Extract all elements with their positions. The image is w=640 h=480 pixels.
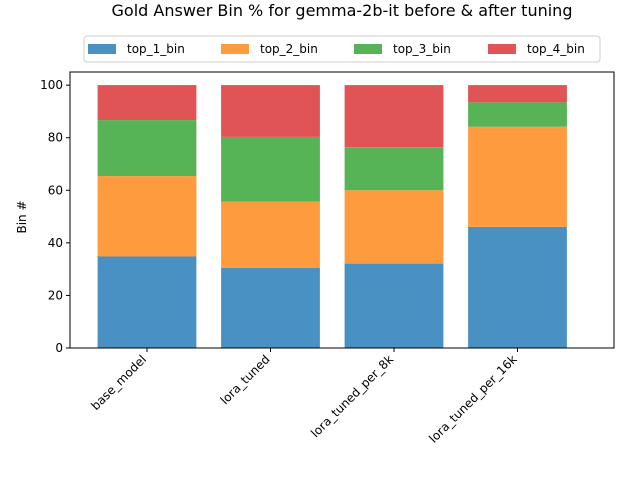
chart-title: Gold Answer Bin % for gemma-2b-it before…	[112, 1, 573, 20]
bar-top_3_bin-lora_tuned	[221, 136, 320, 202]
bar-top_2_bin-lora_tuned_per_16k	[468, 126, 567, 227]
bar-top_2_bin-lora_tuned_per_8k	[344, 190, 444, 264]
x-tick-label: lora_tuned_per_16k	[426, 352, 519, 445]
bar-top_2_bin-lora_tuned	[221, 201, 320, 268]
y-axis-label: Bin #	[15, 200, 29, 233]
legend-label: top_4_bin	[527, 42, 585, 56]
legend-swatch	[221, 44, 249, 54]
y-axis: 0 20 40 60 80 100	[40, 78, 70, 355]
bar-top_1_bin-base_model	[97, 256, 197, 348]
bar-top_3_bin-lora_tuned_per_16k	[468, 102, 567, 127]
legend: top_1_bin top_2_bin top_3_bin top_4_bin	[83, 35, 601, 63]
legend-item-top_1_bin: top_1_bin	[88, 42, 185, 56]
bar-top_3_bin-lora_tuned_per_8k	[344, 147, 444, 191]
y-tick-label: 80	[48, 131, 63, 145]
legend-swatch	[88, 44, 116, 54]
legend-label: top_3_bin	[393, 42, 451, 56]
y-tick-label: 40	[48, 236, 63, 250]
bar-top_1_bin-lora_tuned_per_8k	[344, 263, 444, 348]
x-tick-label: lora_tuned_per_8k	[308, 352, 396, 440]
y-tick-label: 100	[40, 78, 63, 92]
y-tick-label: 0	[55, 341, 63, 355]
bars-layer	[97, 85, 567, 348]
legend-label: top_2_bin	[260, 42, 318, 56]
bar-top_4_bin-base_model	[97, 85, 197, 121]
y-tick-label: 60	[48, 183, 63, 197]
bar-top_1_bin-lora_tuned_per_16k	[468, 226, 567, 348]
bar-top_4_bin-lora_tuned_per_8k	[344, 85, 444, 148]
bar-top_4_bin-lora_tuned	[221, 85, 320, 137]
legend-swatch	[488, 44, 516, 54]
y-tick-label: 20	[48, 288, 63, 302]
legend-label: top_1_bin	[127, 42, 185, 56]
x-tick-label: lora_tuned	[218, 352, 273, 407]
bar-top_1_bin-lora_tuned	[221, 267, 320, 348]
plot-frame	[69, 71, 615, 349]
legend-item-top_2_bin: top_2_bin	[221, 42, 318, 56]
legend-swatch	[354, 44, 382, 54]
bar-top_2_bin-base_model	[97, 176, 197, 257]
legend-item-top_4_bin: top_4_bin	[488, 42, 585, 56]
bar-top_3_bin-base_model	[97, 120, 197, 177]
x-axis: base_model lora_tuned lora_tuned_per_8k lor…	[88, 348, 520, 446]
legend-frame	[83, 35, 601, 63]
x-tick-label: base_model	[88, 352, 149, 413]
legend-item-top_3_bin: top_3_bin	[354, 42, 451, 56]
bar-top_4_bin-lora_tuned_per_16k	[468, 85, 567, 103]
